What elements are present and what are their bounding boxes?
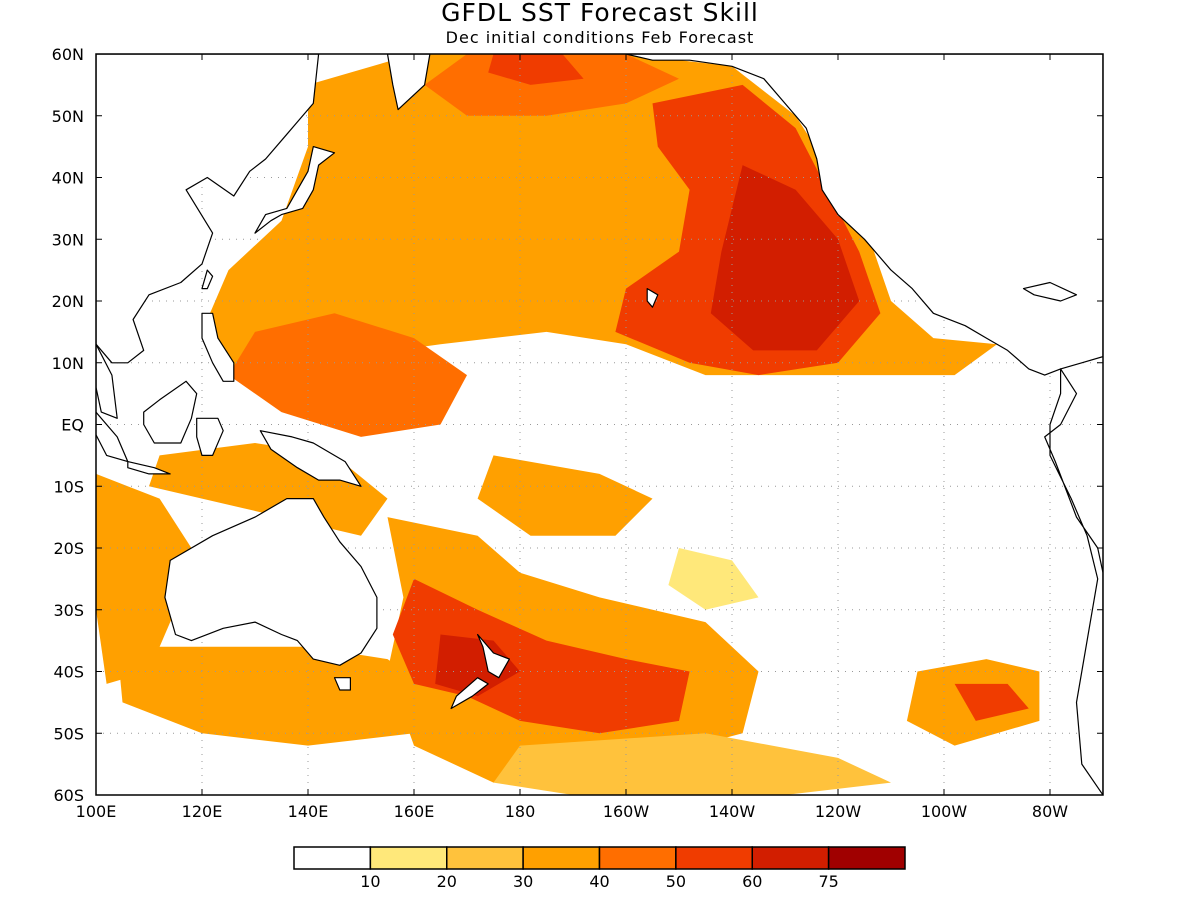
map-axes: 100E 120E 140E 160E 180 160W 140W 120W 100W 80W 60… [52, 45, 1103, 821]
x-tick-label: 140E [288, 802, 329, 821]
skill-region-tasman-peak [435, 634, 520, 697]
skill-region-southeast-pacific-core [954, 683, 1029, 721]
skill-region-north-pacific-rim [424, 54, 679, 116]
x-tick-label: 100E [76, 802, 117, 821]
y-tick-label: 20N [52, 292, 84, 311]
land-asia [96, 54, 320, 364]
colorbar-swatch [675, 846, 753, 870]
y-tick-label: 10N [52, 354, 84, 373]
colorbar: 10 20 30 40 50 60 75 [293, 846, 906, 891]
colorbar-label: 20 [437, 872, 457, 891]
x-tick-label: 180 [505, 802, 536, 821]
colorbar-label: 75 [818, 872, 838, 891]
colorbar-label: 40 [589, 872, 609, 891]
skill-region-south-pacific-tropical [477, 455, 653, 536]
land-cuba [1022, 281, 1078, 302]
skill-region-northeast-pacific-core [710, 165, 860, 351]
land-tasmania [333, 677, 351, 691]
colorbar-swatch [369, 846, 448, 870]
land-south-america [1044, 368, 1103, 795]
land-new-zealand-north [477, 633, 510, 679]
x-tick-label: 120E [182, 802, 223, 821]
skill-region-indian-ocean-west-aus [96, 473, 192, 684]
skill-region-south-pacific-weak [668, 548, 759, 610]
colorbar-label: 30 [513, 872, 533, 891]
x-tick-label: 120W [815, 802, 862, 821]
y-tick-label: 10S [53, 477, 84, 496]
y-tick-label: 50S [53, 724, 84, 743]
y-tick-label: 20S [53, 539, 84, 558]
skill-region-south-of-australia [117, 646, 441, 746]
land-hawaii [646, 288, 659, 308]
y-tick-label: 40S [53, 663, 84, 682]
y-tick-label: 30S [53, 601, 84, 620]
y-tick-label: 60S [53, 786, 84, 805]
colorbar-swatch [446, 846, 524, 870]
x-tick-label: 80W [1032, 802, 1068, 821]
y-tick-label: 50N [52, 107, 84, 126]
skill-shading [96, 54, 1103, 795]
land-taiwan [201, 269, 214, 290]
land-new-zealand-south [450, 677, 489, 710]
skill-region-bering-patch [488, 54, 584, 85]
land-borneo [143, 380, 198, 444]
colorbar-swatch [522, 846, 601, 870]
land-japan [254, 146, 336, 234]
coastlines [96, 54, 1103, 795]
x-tick-label: 140W [709, 802, 756, 821]
y-tick-label: EQ [61, 416, 84, 435]
land-sulawesi [196, 417, 224, 456]
land-australia [164, 498, 378, 666]
skill-region-west-pacific-warm [228, 313, 467, 437]
skill-region-southern-ocean-band [493, 733, 891, 795]
colorbar-swatch [827, 846, 906, 870]
colorbar-label: 10 [360, 872, 380, 891]
x-tick-label: 160E [394, 802, 435, 821]
chart-title: GFDL SST Forecast Skill [441, 0, 759, 27]
chart-subtitle: Dec initial conditions Feb Forecast [445, 28, 755, 47]
land-java [127, 461, 171, 475]
y-tick-label: 60N [52, 45, 84, 64]
colorbar-label: 50 [666, 872, 686, 891]
x-tick-label: 100W [921, 802, 968, 821]
x-tick-label: 160W [603, 802, 650, 821]
land-philippines [201, 312, 235, 382]
land-north-america [625, 54, 1103, 376]
colorbar-swatch [751, 846, 830, 870]
land-new-guinea [259, 430, 362, 487]
y-tick-label: 30N [52, 230, 84, 249]
colorbar-swatch [598, 846, 677, 870]
colorbar-label: 60 [742, 872, 762, 891]
colorbar-swatch [293, 846, 372, 870]
y-tick-label: 40N [52, 169, 84, 188]
land-kamchatka [386, 54, 431, 111]
